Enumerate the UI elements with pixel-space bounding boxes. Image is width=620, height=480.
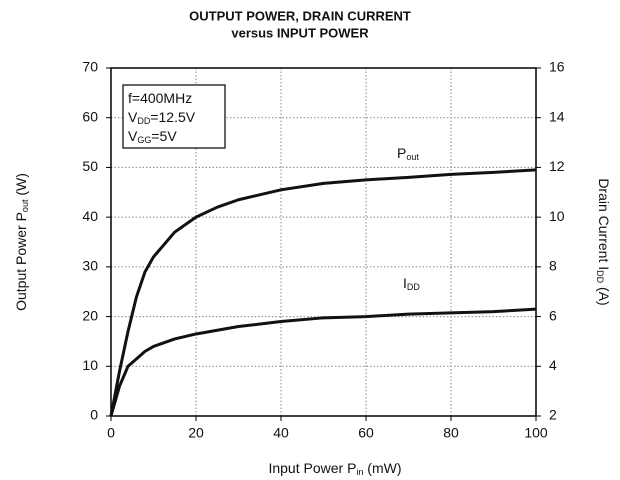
label-sub: DD bbox=[595, 270, 605, 283]
annotation-line: f=400MHz bbox=[128, 90, 192, 106]
y-tick-label: 40 bbox=[82, 208, 98, 224]
y-axis-label: Output Power Pout (W) bbox=[13, 173, 31, 311]
annotation-line: VDD=12.5V bbox=[128, 109, 196, 127]
annotation-box bbox=[122, 84, 226, 149]
y2-tick-label: 8 bbox=[549, 258, 557, 274]
x-tick-label: 80 bbox=[443, 425, 459, 441]
label-sub: in bbox=[356, 467, 363, 477]
y-tick-label: 30 bbox=[82, 258, 98, 274]
label-sub: out bbox=[20, 199, 30, 212]
label-part: (A) bbox=[596, 283, 612, 306]
annotation-part: V bbox=[128, 109, 138, 125]
x-tick-label: 20 bbox=[188, 425, 204, 441]
annotation-sub: DD bbox=[137, 116, 150, 126]
label-part: P bbox=[397, 145, 406, 161]
plot-area: 0 10 20 30 40 50 60 70 2 4 6 8 10 12 14 16 0 20 40 60 80 100 bbox=[82, 59, 564, 441]
data-line bbox=[109, 307, 537, 417]
y2-tick-label: 2 bbox=[549, 407, 557, 423]
x-tick-label: 0 bbox=[107, 425, 115, 441]
y-tick-label: 70 bbox=[82, 59, 98, 75]
series-label: Pout bbox=[397, 145, 419, 163]
y-tick-label: 60 bbox=[82, 108, 98, 124]
x-tick-label: 60 bbox=[358, 425, 374, 441]
y2-tick-label: 12 bbox=[549, 158, 565, 174]
plot-frame bbox=[110, 67, 537, 417]
annotation-line: VGG=5V bbox=[128, 128, 177, 146]
annotation-part: f=400MHz bbox=[128, 90, 192, 106]
label-sub: out bbox=[406, 152, 419, 162]
y2-axis-label: Drain Current IDD (A) bbox=[595, 178, 613, 305]
label-part: Output Power P bbox=[13, 212, 29, 311]
y2-tick-label: 10 bbox=[549, 208, 565, 224]
data-line bbox=[109, 168, 537, 417]
y2-tick-label: 14 bbox=[549, 108, 565, 124]
x-tick-label: 40 bbox=[273, 425, 289, 441]
y2-tick-label: 4 bbox=[549, 357, 557, 373]
series-label: IDD bbox=[403, 275, 420, 293]
label-sub: DD bbox=[407, 282, 420, 292]
x-axis-label: Input Power Pin (mW) bbox=[268, 460, 401, 478]
y-tick-label: 0 bbox=[90, 407, 98, 423]
x-tick-label: 100 bbox=[524, 425, 548, 441]
label-part: I bbox=[403, 275, 407, 291]
y-tick-label: 50 bbox=[82, 158, 98, 174]
y2-tick-label: 6 bbox=[549, 307, 557, 323]
y-tick-label: 20 bbox=[82, 307, 98, 323]
annotation-part: =12.5V bbox=[150, 109, 195, 125]
annotation-part: =5V bbox=[151, 128, 177, 144]
label-part: Drain Current I bbox=[596, 178, 612, 270]
y-tick-label: 10 bbox=[82, 357, 98, 373]
chart-subtitle: versus INPUT POWER bbox=[231, 25, 369, 40]
annotation-part: V bbox=[128, 128, 138, 144]
label-part: (W) bbox=[13, 173, 29, 199]
label-part: Input Power P bbox=[268, 460, 356, 476]
annotation-sub: GG bbox=[137, 135, 151, 145]
label-part: (mW) bbox=[363, 460, 401, 476]
chart-title: OUTPUT POWER, DRAIN CURRENT bbox=[189, 8, 411, 23]
y2-tick-label: 16 bbox=[549, 59, 565, 75]
